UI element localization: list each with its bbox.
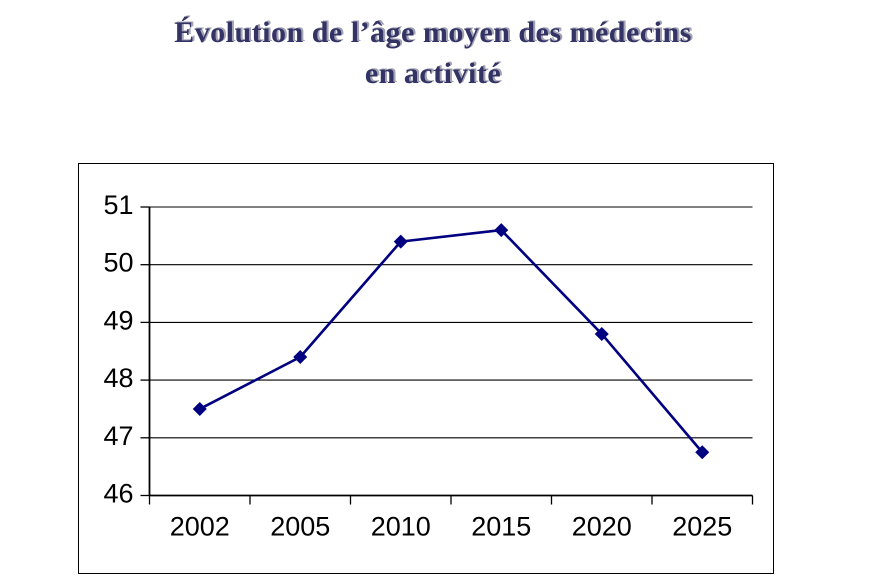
y-axis-label: 51: [103, 190, 133, 220]
y-axis-label: 46: [103, 479, 133, 509]
x-axis-label: 2020: [572, 512, 632, 542]
x-axis-label: 2005: [270, 512, 330, 542]
line-chart: 46 47 48 49 50 51 2002 2005 2010 2015 2020 2025: [103, 190, 754, 542]
data-point-2002: [192, 401, 207, 416]
chart-title: Évolution de l’âge moyen des médecins en…: [0, 12, 866, 94]
chart-area: 46 47 48 49 50 51 2002 2005 2010 2015 2020 2025: [78, 163, 774, 574]
y-axis-label: 48: [103, 363, 133, 393]
y-axis-label: 47: [103, 421, 133, 451]
x-axis-label: 2002: [170, 512, 230, 542]
data-point-2015: [494, 223, 509, 238]
chart-title-line-1: Évolution de l’âge moyen des médecins: [174, 16, 692, 49]
data-point-2010: [393, 234, 408, 249]
chart-title-line-2: en activité: [364, 57, 502, 90]
data-point-2020: [594, 326, 609, 341]
x-axis-label: 2025: [672, 512, 732, 542]
data-point-2025: [695, 445, 710, 460]
x-axis-label: 2015: [471, 512, 531, 542]
y-axis-label: 49: [103, 305, 133, 335]
y-axis-label: 50: [103, 248, 133, 278]
data-line: [199, 228, 704, 454]
x-axis-label: 2010: [371, 512, 431, 542]
data-point-2005: [293, 350, 308, 365]
